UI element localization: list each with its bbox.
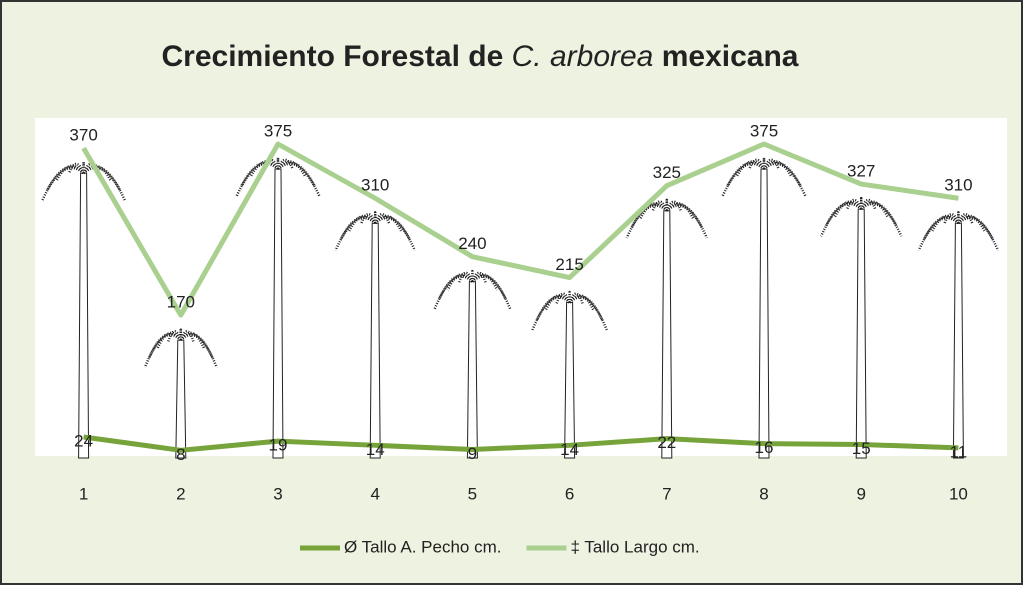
x-tick-label: 10 <box>949 484 968 503</box>
data-label: 22 <box>657 433 676 452</box>
x-tick-label: 6 <box>565 484 574 503</box>
palm-frond <box>438 274 474 300</box>
data-label: 310 <box>944 176 972 195</box>
palm-frond <box>535 295 571 321</box>
legend-label: ‡ Tallo Largo cm. <box>570 537 699 556</box>
data-label: 310 <box>361 176 389 195</box>
palm-trunk <box>758 168 770 459</box>
x-tick-label: 9 <box>856 484 865 503</box>
x-tick-label: 1 <box>79 484 88 503</box>
data-label: 370 <box>69 126 97 145</box>
palm-frond <box>471 275 512 310</box>
palm-frond <box>262 158 280 170</box>
data-label: 325 <box>653 163 681 182</box>
palm-trunk <box>78 172 90 459</box>
data-label: 375 <box>264 121 292 140</box>
data-label: 327 <box>847 162 875 181</box>
data-label: 11 <box>950 442 968 461</box>
palm-trunk <box>855 208 867 459</box>
data-label: 215 <box>555 255 583 274</box>
palm-frond <box>68 162 85 174</box>
palm-frond <box>433 275 474 310</box>
palm-frond <box>82 166 126 201</box>
data-label: 24 <box>74 431 93 450</box>
legend-label: Ø Tallo A. Pecho cm. <box>344 537 501 556</box>
palm-trunk <box>175 339 187 459</box>
palm-frond <box>179 333 218 369</box>
data-label: 16 <box>755 438 774 457</box>
x-tick-label: 5 <box>468 484 477 503</box>
x-tick-label: 2 <box>176 484 185 503</box>
palm-frond <box>763 162 807 197</box>
palm-trunk <box>466 281 478 459</box>
palm-frond <box>943 213 960 224</box>
x-tick-label: 8 <box>759 484 768 503</box>
data-label: 15 <box>852 439 871 458</box>
palm-frond <box>651 200 668 212</box>
palm-frond <box>458 271 474 283</box>
series-line <box>83 434 959 453</box>
palm-frond <box>763 161 802 187</box>
title-part: C. arborea <box>512 40 654 73</box>
data-label: 14 <box>366 440 385 459</box>
palm-frond <box>277 161 316 187</box>
title-part: Crecimiento Forestal de <box>162 40 504 73</box>
palm-trunk <box>272 168 284 459</box>
palm-trunk <box>661 210 673 459</box>
data-label: 375 <box>750 121 778 140</box>
series-line <box>81 141 959 318</box>
palm-trunk <box>369 222 381 459</box>
data-label: 8 <box>176 445 185 464</box>
x-tick-label: 4 <box>370 484 379 503</box>
chart-title: Crecimiento Forestal de C. arborea mexic… <box>162 40 799 73</box>
palm-frond <box>748 158 766 170</box>
data-label: 170 <box>167 293 195 312</box>
data-label: 9 <box>468 444 477 463</box>
palm-frond <box>277 162 321 197</box>
x-tick-label: 3 <box>273 484 282 503</box>
palm-frond <box>167 330 182 342</box>
palm-frond <box>471 274 507 300</box>
data-label: 14 <box>560 440 579 459</box>
palm-frond <box>46 165 85 191</box>
palm-trunk <box>564 302 576 459</box>
palm-frond <box>726 161 765 187</box>
data-label: 19 <box>269 436 288 455</box>
illustrations <box>41 156 1000 459</box>
palm-frond <box>555 292 571 304</box>
palm-frond <box>240 161 279 187</box>
palm-trunk <box>952 222 964 459</box>
palm-frond <box>360 213 377 224</box>
palm-frond <box>82 165 121 191</box>
x-tick-label: 7 <box>662 484 671 503</box>
palm-frond <box>846 198 863 210</box>
data-label: 240 <box>458 234 486 253</box>
title-part: mexicana <box>662 40 799 73</box>
palm-frond <box>568 296 608 331</box>
